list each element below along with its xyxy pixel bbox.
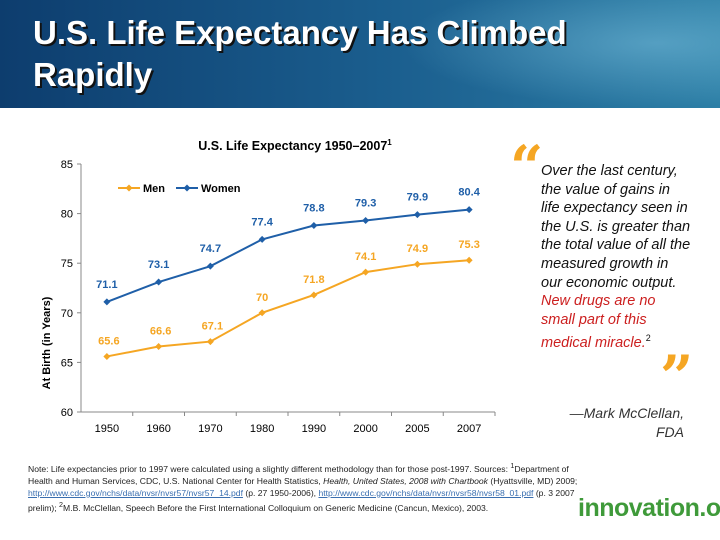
quote-highlight: New drugs are no small part of this medi… [541, 293, 656, 352]
chart-title-sup: 1 [387, 138, 392, 147]
source1-a: Department of Health and Human Services,… [28, 463, 569, 486]
quote-attribution: —Mark McClellan, FDA [569, 405, 684, 440]
data-label-men: 67.1 [202, 321, 223, 333]
slide-title: U.S. Life Expectancy Has Climbed Rapidly [33, 14, 567, 93]
data-point-men [103, 352, 111, 360]
data-point-men [465, 256, 473, 264]
data-label-women: 80.4 [458, 187, 480, 199]
y-tick-label: 80 [61, 209, 73, 221]
header-glow [400, 0, 720, 108]
life-expectancy-chart: U.S. Life Expectancy 1950–20071 60 65 70 75… [41, 138, 496, 435]
data-point-women [362, 217, 370, 225]
data-label-women: 79.9 [407, 192, 428, 204]
source2: M.B. McClellan, Speech Before the First … [63, 502, 489, 513]
data-point-men [413, 260, 421, 268]
x-tick-label: 2005 [405, 423, 429, 435]
source-link-1[interactable]: http://www.cdc.gov/nchs/data/nvsr/nvsr57… [28, 487, 243, 498]
quote-footnote: 2 [645, 333, 651, 344]
header-banner: U.S. Life Expectancy Has Climbed Rapidly [0, 0, 720, 108]
data-point-men [155, 343, 163, 351]
x-tick-label: 1980 [250, 423, 274, 435]
legend-marker-men [125, 184, 133, 192]
y-tick-label: 70 [61, 308, 73, 320]
data-point-men [206, 338, 214, 346]
data-label-women: 71.1 [96, 279, 117, 291]
data-point-men [362, 268, 370, 276]
legend-label-men: Men [143, 183, 165, 195]
data-point-women [155, 278, 163, 286]
data-label-men: 66.6 [150, 326, 171, 338]
source1-d: (p. 3 2007 prelim); [28, 487, 575, 513]
data-label-women: 74.7 [200, 243, 221, 255]
open-quote-icon: “ [510, 133, 544, 201]
data-label-men: 74.1 [355, 251, 376, 263]
source1-b: (Hyattsville, MD) 2009; [487, 475, 578, 486]
series-line-women [106, 208, 470, 303]
data-point-men [258, 309, 266, 317]
data-point-women [103, 298, 111, 306]
data-label-women: 78.8 [303, 203, 324, 215]
note-line1: Note: Life expectancies prior to 1997 we… [28, 463, 472, 474]
close-quote-icon: ” [660, 343, 694, 411]
data-label-men: 74.9 [407, 243, 428, 255]
data-label-men: 75.3 [458, 239, 479, 251]
series-line-men [106, 259, 470, 358]
x-tick-label: 2007 [457, 423, 481, 435]
data-label-men: 65.6 [98, 335, 119, 347]
source-link-2[interactable]: http://www.cdc.gov/nchs/data/nvsr/nvsr58… [318, 487, 534, 498]
y-tick-label: 65 [61, 357, 73, 369]
legend-label-women: Women [201, 183, 241, 195]
footnote: Note: Life expectancies prior to 1997 we… [28, 460, 578, 514]
x-tick-label: 1950 [95, 423, 119, 435]
y-tick-label: 60 [61, 407, 73, 419]
chart-title: U.S. Life Expectancy 1950–20071 [198, 138, 392, 153]
data-label-women: 79.3 [355, 198, 376, 210]
data-label-men: 70 [256, 292, 268, 304]
x-tick-label: 2000 [353, 423, 377, 435]
source2-sup: 2 [59, 500, 64, 509]
data-label-women: 77.4 [251, 216, 273, 228]
source1-c: (p. 27 1950-2006), [242, 487, 319, 498]
data-point-women [258, 235, 266, 243]
legend-marker-women [183, 184, 191, 192]
innovation-logo: innovation.org [578, 494, 720, 522]
quote-main: Over the last century, the value of gain… [541, 163, 691, 291]
data-point-women [206, 262, 214, 270]
y-tick-label: 85 [61, 159, 73, 171]
data-point-women [465, 206, 473, 214]
sources-label: Sources: [474, 463, 511, 474]
quote-text: Over the last century, the value of gain… [541, 162, 691, 353]
x-tick-label: 1990 [302, 423, 326, 435]
data-label-men: 71.8 [303, 274, 324, 286]
x-tick-label: 1970 [198, 423, 222, 435]
source1-title: Health, United States, 2008 with Chartbo… [323, 475, 488, 486]
chart-title-text: U.S. Life Expectancy 1950–2007 [198, 139, 387, 153]
x-tick-label: 1960 [146, 423, 170, 435]
plot-area: 60 65 70 75 80 85 1950 1960 1970 1980 1990 2000 2005… [61, 159, 496, 435]
data-point-women [413, 211, 421, 219]
data-label-women: 73.1 [148, 259, 169, 271]
data-point-women [310, 222, 318, 230]
source1-sup: 1 [510, 462, 515, 470]
y-tick-label: 75 [61, 258, 73, 270]
y-axis-label: At Birth (in Years) [41, 296, 53, 389]
data-point-men [310, 291, 318, 299]
